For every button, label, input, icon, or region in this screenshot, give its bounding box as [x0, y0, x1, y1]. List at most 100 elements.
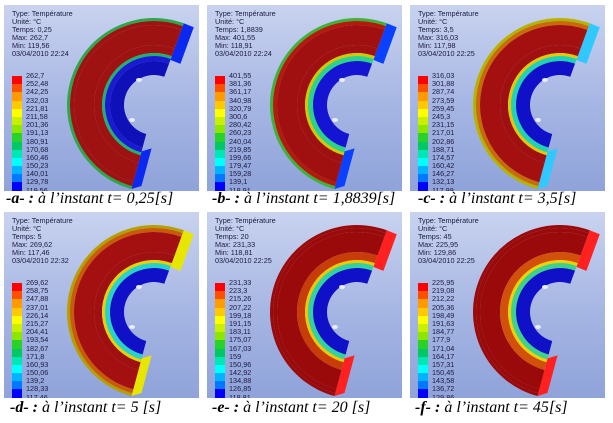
legend-value: 217,01 [432, 128, 455, 138]
disk-cut-face-bottom [131, 148, 152, 190]
legend-swatch [418, 108, 428, 117]
legend-value: 167,03 [229, 343, 252, 353]
legend-swatch [418, 323, 428, 333]
unit-label: Unité: °C [12, 16, 42, 26]
legend-swatch [12, 389, 22, 398]
min-label: Min: 118,91 [215, 40, 253, 50]
legend-value: 117,98 [432, 185, 454, 191]
legend-value: 245,3 [432, 111, 451, 121]
legend-swatch [12, 92, 22, 101]
legend-value: 199,66 [229, 152, 252, 162]
caption-e: -e- : à l’instant t= 20 [s] [212, 399, 370, 417]
legend-swatch [12, 157, 22, 167]
legend-swatch [215, 174, 225, 183]
legend-swatch [418, 381, 428, 390]
brake-disk-temperature-plot [473, 18, 600, 190]
legend-value: 191,15 [229, 318, 252, 328]
caption-tag: -b- : [212, 190, 240, 207]
legend-swatch [12, 84, 22, 93]
brake-disk-temperature-plot [473, 225, 600, 397]
legend-swatch [418, 332, 428, 341]
result-info: Type: Température Unité: °C Temps: 20 Max: … [215, 217, 276, 264]
legend-value: 340,98 [229, 95, 252, 105]
caption-tag: -a- : [6, 190, 34, 207]
legend-value: 180,91 [26, 136, 49, 146]
caption-text: à l’instant t= 1,8839[s] [243, 190, 396, 207]
legend-value: 242,25 [26, 87, 49, 97]
legend-value: 320,79 [229, 103, 252, 113]
legend-swatch [418, 133, 428, 142]
caption-text: à l’instant t= 45[s] [444, 399, 568, 416]
caption-tag: -c- : [418, 190, 446, 207]
legend-swatch [215, 291, 225, 300]
disk-cut-face-bottom [334, 355, 355, 397]
type-label: Type: Température [418, 216, 479, 225]
legend-swatch [12, 291, 22, 300]
legend-swatch [12, 340, 22, 349]
disk-ring [313, 268, 373, 355]
legend-swatch [215, 356, 225, 365]
simulation-panel-d: Type: Température Unité: °C Temps: 5 Max: 2… [4, 212, 199, 398]
simulation-panel-e: Type: Température Unité: °C Temps: 20 Max: … [207, 212, 402, 398]
max-label: Max: 316,03 [418, 32, 459, 42]
legend-swatch [12, 182, 22, 191]
legend-value: 247,88 [26, 294, 49, 304]
legend-value: 215,26 [229, 294, 252, 304]
time-label: Temps: 20 [215, 231, 249, 241]
legend-value: 259,45 [432, 103, 455, 113]
legend-value: 128,33 [26, 384, 49, 394]
legend-value: 140,01 [26, 169, 49, 179]
bolt-hole [129, 325, 135, 329]
legend-value: 150,06 [26, 368, 49, 378]
max-label: Max: 269,62 [12, 239, 53, 249]
legend-value: 160,42 [432, 161, 455, 171]
legend-swatch [12, 364, 22, 374]
legend-swatch [12, 100, 22, 109]
legend-value: 273,59 [432, 95, 455, 105]
legend-swatch [215, 340, 225, 349]
disk-ring [74, 25, 182, 183]
legend-value: 191,13 [26, 128, 49, 138]
legend-swatch [418, 100, 428, 109]
disk-ring [110, 61, 170, 148]
disk-cut-face-bottom [131, 355, 152, 397]
legend-value: 361,17 [229, 87, 252, 97]
disk-ring [277, 232, 385, 390]
legend-value: 225,95 [432, 278, 455, 287]
disk-ring [74, 232, 182, 390]
legend-value: 188,71 [432, 144, 455, 154]
legend-value: 231,33 [229, 278, 252, 287]
legend-value: 174,57 [432, 152, 455, 162]
disk-ring [480, 232, 588, 390]
legend-value: 201,36 [26, 120, 49, 130]
bolt-hole [535, 118, 541, 122]
bolt-hole [129, 118, 135, 122]
legend-value: 280,42 [229, 120, 252, 130]
brake-disk-temperature-plot [270, 18, 397, 190]
legend-swatch [12, 116, 22, 126]
caption-f: -f- : à l’instant t= 45[s] [415, 399, 568, 417]
caption-tag: -e- : [212, 399, 240, 416]
legend-value: 139,1 [229, 177, 248, 187]
time-label: Temps: 3,5 [418, 24, 454, 34]
bolt-hole [535, 325, 541, 329]
disk-cut-face-top [373, 23, 397, 64]
legend-swatch [215, 381, 225, 390]
legend-value: 179,47 [229, 161, 252, 171]
legend-value: 215,27 [26, 318, 49, 328]
type-label: Type: Température [418, 9, 479, 18]
legend-swatch [418, 157, 428, 167]
legend-swatch [12, 133, 22, 142]
caption-c: -c- : à l’instant t= 3,5[s] [418, 190, 576, 208]
simulation-panel-b: Type: Température Unité: °C Temps: 1,8839 M… [207, 5, 402, 191]
disk-ring [516, 61, 576, 148]
legend-value: 160,93 [26, 359, 49, 369]
legend-swatch [12, 166, 22, 175]
bolt-hole [136, 285, 142, 289]
legend-value: 240,04 [229, 136, 252, 146]
legend-value: 143,58 [432, 376, 455, 386]
legend-swatch [418, 141, 428, 150]
legend-value: 118,81 [229, 392, 251, 398]
legend-value: 198,49 [432, 310, 455, 320]
disk-ring [516, 268, 576, 355]
